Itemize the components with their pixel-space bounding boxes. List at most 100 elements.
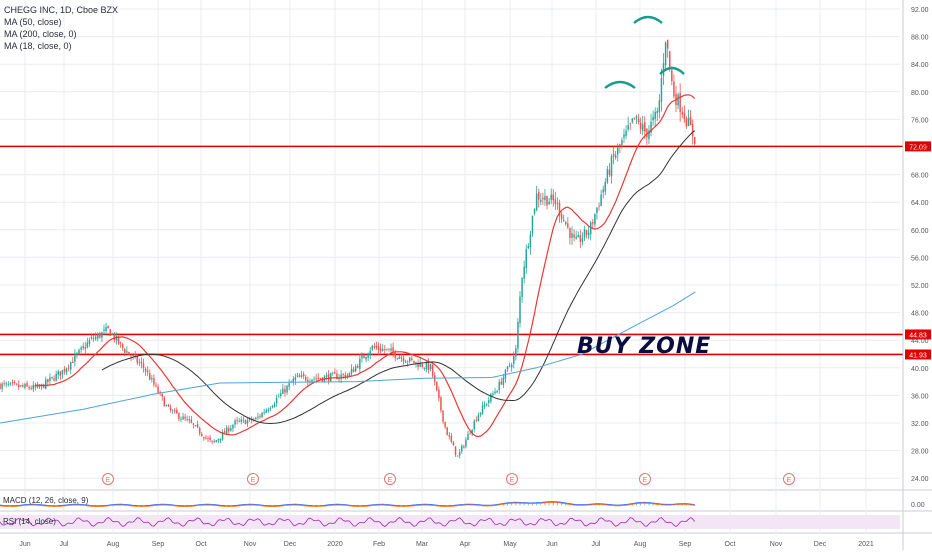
candle-body — [681, 112, 683, 115]
candle-body — [413, 360, 415, 364]
candle-body — [608, 169, 611, 175]
candle-body — [90, 337, 93, 339]
candle-body — [419, 362, 421, 367]
candle-body — [38, 385, 41, 388]
candle-body — [55, 373, 57, 381]
candle-body — [88, 340, 91, 344]
candle-body — [452, 442, 455, 446]
candle-body — [51, 376, 53, 379]
ma18-legend[interactable]: MA (18, close, 0) — [4, 41, 72, 51]
candle-body — [417, 363, 419, 367]
candle-body — [149, 373, 151, 380]
y-tick-label: 24.00 — [911, 476, 929, 483]
candle-body — [475, 419, 478, 421]
candle-body — [292, 378, 295, 383]
candle-body — [619, 144, 621, 146]
candle-body — [379, 348, 382, 352]
candle-body — [313, 378, 315, 380]
candle-body — [84, 346, 87, 349]
candle-body — [641, 124, 644, 132]
candle-body — [531, 215, 534, 234]
candle-body — [211, 440, 213, 442]
candle-body — [683, 112, 686, 119]
x-tick-label: Feb — [373, 541, 385, 548]
candle-body — [151, 378, 153, 380]
candle-body — [639, 122, 642, 130]
candle-body — [604, 182, 607, 192]
candle-body — [596, 207, 598, 214]
candle-body — [315, 378, 317, 380]
candle-body — [136, 356, 139, 363]
macd-axis-value: 0.00 — [911, 502, 925, 509]
candle-body — [461, 446, 463, 452]
candle-body — [465, 439, 467, 447]
candle-body — [673, 81, 675, 97]
candle-body — [521, 278, 523, 298]
x-tick-label: Sep — [679, 541, 692, 548]
symbol-title[interactable]: CHEGG INC, 1D, Cboe BZX — [4, 5, 119, 15]
candle-body — [448, 435, 451, 437]
macd-histogram-bar — [648, 502, 650, 506]
candle-body — [685, 118, 688, 127]
candle-body — [0, 383, 1, 389]
candle-body — [510, 364, 513, 368]
candle-body — [479, 412, 482, 415]
candle-body — [182, 416, 184, 420]
candle-body — [456, 455, 459, 457]
candle-body — [404, 361, 407, 363]
candle-body — [72, 361, 74, 363]
candle-body — [471, 429, 473, 435]
candle-body — [307, 380, 309, 382]
candle-body — [49, 377, 51, 382]
candle-body — [5, 383, 7, 385]
candle-body — [207, 438, 209, 439]
candle-body — [138, 362, 141, 363]
macd-histogram-bar — [527, 502, 529, 506]
pattern-arc — [604, 80, 636, 89]
candle-body — [537, 191, 540, 200]
x-tick-label: Aug — [107, 541, 120, 548]
candle-body — [506, 366, 509, 370]
ma200-legend[interactable]: MA (200, close, 0) — [4, 29, 77, 39]
candle-body — [546, 196, 548, 206]
candle-body — [42, 384, 45, 388]
ma200-line — [0, 291, 696, 424]
candle-body — [325, 375, 328, 377]
candle-body — [485, 404, 488, 405]
x-tick-label: Sep — [152, 541, 165, 548]
candle-body — [571, 233, 573, 238]
candle-body — [352, 369, 355, 373]
candle-body — [45, 379, 47, 389]
candle-body — [99, 333, 101, 338]
candle-body — [296, 375, 299, 377]
x-tick-label: Jun — [19, 541, 30, 548]
candle-body — [458, 452, 461, 456]
y-tick-label: 60.00 — [911, 228, 929, 235]
x-tick-label: Jul — [60, 541, 69, 548]
earnings-marker-label: E — [643, 477, 648, 484]
ma50-legend[interactable]: MA (50, close) — [4, 17, 62, 27]
candle-body — [57, 371, 59, 375]
candle-body — [348, 373, 351, 377]
candle-body — [656, 110, 659, 114]
candle-body — [477, 415, 480, 422]
earnings-marker — [783, 473, 795, 485]
earnings-marker — [102, 473, 114, 485]
candle-body — [267, 409, 270, 412]
candle-body — [282, 388, 284, 394]
level-price-tag — [905, 141, 931, 152]
candle-body — [1, 383, 3, 389]
candle-body — [128, 351, 130, 355]
pattern-arc — [659, 66, 685, 75]
candle-body — [623, 134, 625, 138]
candle-body — [533, 209, 536, 214]
candle-body — [294, 377, 297, 381]
level-price-label: 72.09 — [909, 144, 927, 151]
candle-body — [92, 338, 95, 340]
candle-body — [517, 321, 519, 349]
candle-body — [442, 410, 444, 422]
candle-body — [444, 422, 446, 428]
candle-body — [178, 413, 180, 419]
